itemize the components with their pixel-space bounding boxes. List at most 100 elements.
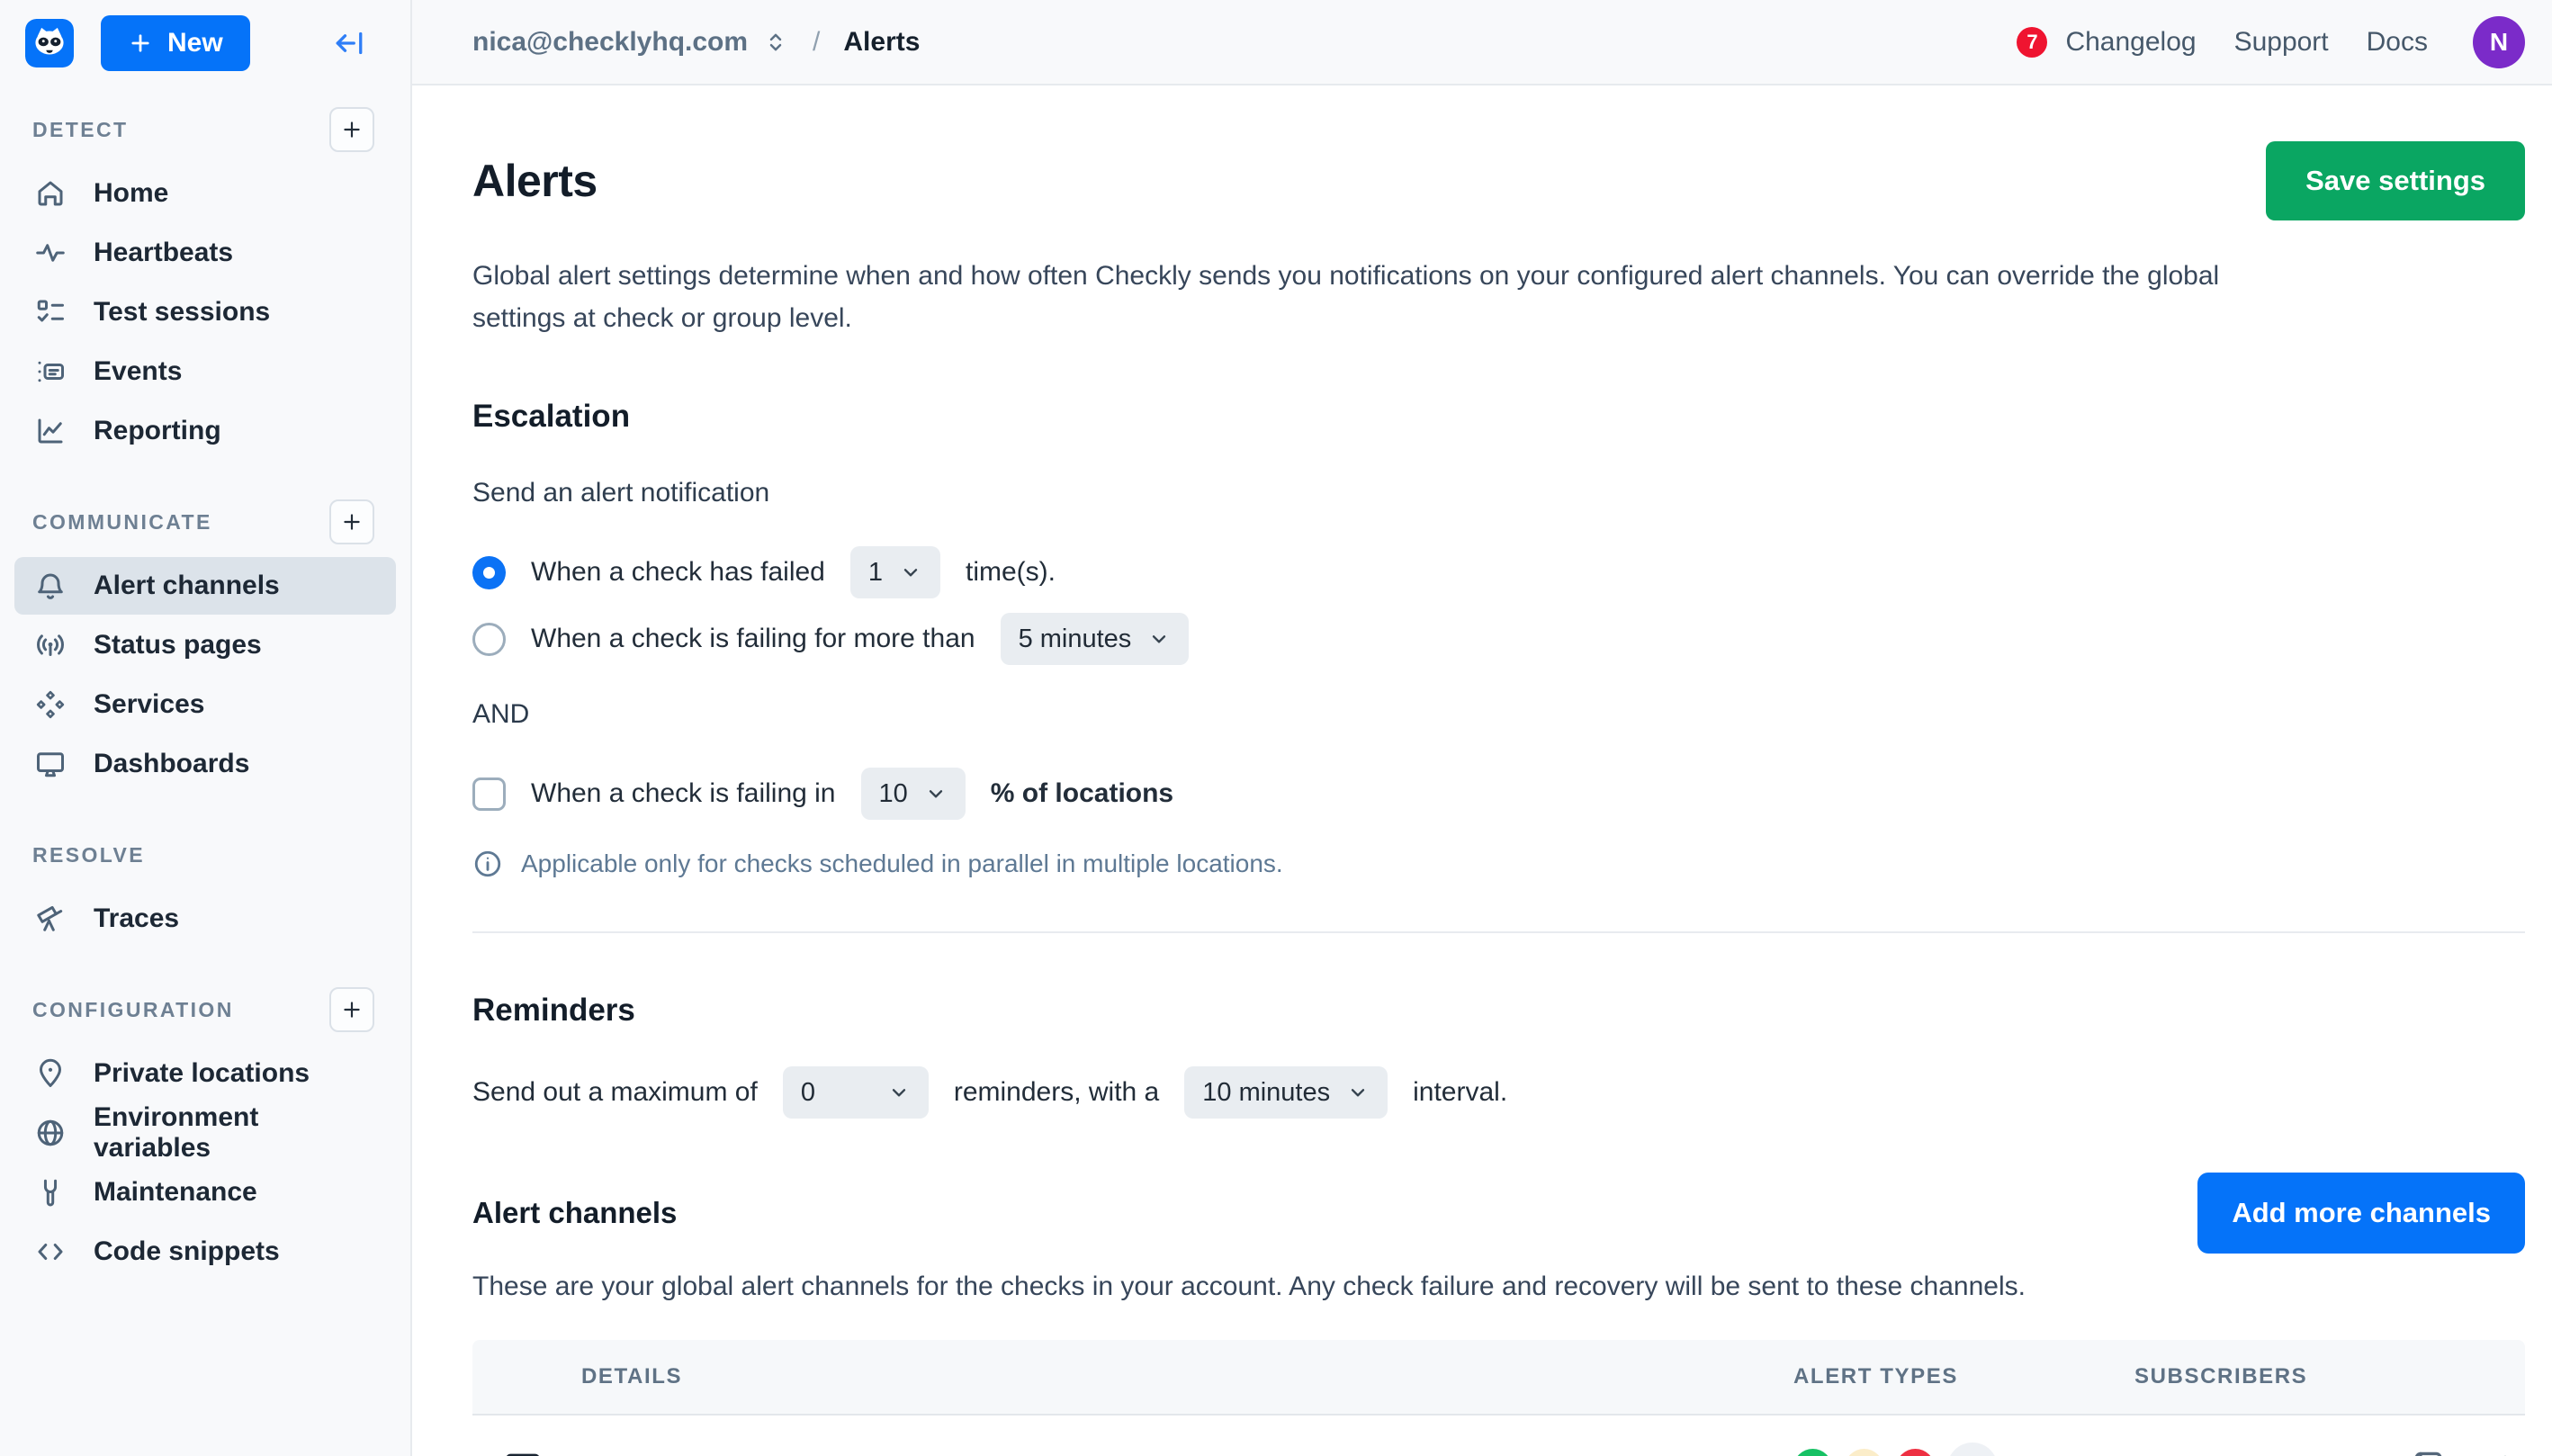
avatar[interactable]: N <box>2473 15 2525 68</box>
sidebar-item-label: Home <box>94 178 169 208</box>
chevron-down-icon <box>1351 1089 1365 1097</box>
section-label-detect: DETECT <box>32 117 129 141</box>
failing-option-label: When a check is failing for more than <box>531 624 975 653</box>
services-icon <box>36 690 65 719</box>
locations-note-text: Applicable only for checks scheduled in … <box>521 849 1283 877</box>
alert-type-failure-icon <box>1896 1448 1935 1456</box>
sidebar-item-label: Alert channels <box>94 571 280 600</box>
changelog-link[interactable]: Changelog <box>2065 26 2197 57</box>
sidebar-item-services[interactable]: Services <box>14 676 396 733</box>
locations-checkbox[interactable] <box>472 777 506 811</box>
topbar: nica@checklyhq.com / Alerts 7 Changelog … <box>412 0 2552 85</box>
section-head-resolve: RESOLVE <box>0 832 410 877</box>
sidebar-item-label: Events <box>94 356 183 386</box>
reminders-row: Send out a maximum of 0 reminders, with … <box>472 1066 2525 1119</box>
alert-log-icon[interactable] <box>2410 1448 2449 1456</box>
private-locations-icon <box>40 1058 61 1087</box>
sidebar-item-environment-variables[interactable]: Environment variables <box>14 1102 396 1163</box>
sidebar-item-label: Reporting <box>94 416 221 445</box>
table-row: Email to nica@checklyhq.com <box>472 1416 2525 1456</box>
sidebar-header: New <box>0 0 410 85</box>
locations-note: Applicable only for checks scheduled in … <box>472 849 2525 879</box>
collapse-sidebar-icon[interactable] <box>333 27 365 59</box>
sidebar-item-label: Code snippets <box>94 1236 280 1266</box>
locations-percent-select[interactable]: 10 <box>860 768 966 820</box>
section-label-configuration: CONFIGURATION <box>32 997 234 1021</box>
ssl-lock-muted-icon <box>1947 1443 1998 1456</box>
sidebar-item-traces[interactable]: Traces <box>14 890 396 948</box>
add-configuration-button[interactable] <box>329 987 374 1032</box>
add-more-channels-button[interactable]: Add more channels <box>2197 1173 2525 1254</box>
sidebar-item-code-snippets[interactable]: Code snippets <box>14 1223 396 1281</box>
checkly-logo-icon[interactable] <box>25 18 74 67</box>
sidebar-item-private-locations[interactable]: Private locations <box>14 1045 396 1102</box>
subscribers-link[interactable]: 5 <box>2134 1452 2410 1456</box>
alert-type-degraded-icon <box>1845 1448 1883 1456</box>
support-link[interactable]: Support <box>2233 26 2329 57</box>
escalation-lead: Send an alert notification <box>472 478 770 508</box>
sidebar-item-label: Dashboards <box>94 749 250 778</box>
sidebar-item-status-pages[interactable]: Status pages <box>14 616 396 674</box>
escalation-heading: Escalation <box>472 399 631 434</box>
section-head-communicate: COMMUNICATE <box>0 499 410 544</box>
save-settings-button[interactable]: Save settings <box>2266 141 2525 220</box>
reporting-icon <box>38 418 63 444</box>
sidebar: New DETECT Home <box>0 0 412 1456</box>
sidebar-section-communicate: COMMUNICATE Alert channels <box>0 499 410 793</box>
new-button[interactable]: New <box>101 14 250 71</box>
main-content: Alerts Save settings Global alert settin… <box>412 85 2552 1456</box>
sidebar-item-dashboards[interactable]: Dashboards <box>14 735 396 793</box>
section-head-detect: DETECT <box>0 107 410 152</box>
sidebar-item-home[interactable]: Home <box>14 165 396 222</box>
section-label-resolve: RESOLVE <box>32 842 146 867</box>
sidebar-item-maintenance[interactable]: Maintenance <box>14 1164 396 1221</box>
docs-link[interactable]: Docs <box>2366 26 2428 57</box>
failed-count-select[interactable]: 1 <box>849 546 940 598</box>
sidebar-item-events[interactable]: Events <box>14 343 396 400</box>
failing-duration-value: 5 minutes <box>1018 624 1132 653</box>
table-header: DETAILS ALERT TYPES SUBSCRIBERS <box>472 1340 2525 1416</box>
heartbeats-icon <box>36 244 65 262</box>
chevron-down-icon <box>1153 635 1166 643</box>
row-actions <box>2410 1448 2529 1456</box>
failing-duration-select[interactable]: 5 minutes <box>1000 613 1190 665</box>
section-divider <box>472 931 2525 933</box>
alert-channels-header: Alert channels Add more channels <box>472 1173 2525 1254</box>
alert-type-badges <box>1793 1443 2134 1456</box>
sidebar-item-label: Test sessions <box>94 297 271 327</box>
column-header-subscribers: SUBSCRIBERS <box>2134 1364 2308 1389</box>
reminders-interval-value: 10 minutes <box>1202 1077 1331 1107</box>
sidebar-item-label: Private locations <box>94 1058 310 1088</box>
reminders-interval-select[interactable]: 10 minutes <box>1184 1066 1388 1119</box>
failed-radio[interactable] <box>472 555 506 589</box>
section-head-configuration: CONFIGURATION <box>0 987 410 1032</box>
add-channel-button[interactable] <box>329 499 374 544</box>
changelog-count-badge: 7 <box>2017 26 2048 58</box>
reminders-middle: reminders, with a <box>953 1077 1160 1107</box>
topnav: 7 Changelog Support Docs N <box>2017 15 2525 68</box>
alert-channels-icon <box>38 573 63 599</box>
sidebar-section-configuration: CONFIGURATION Private locations <box>0 987 410 1281</box>
sidebar-item-reporting[interactable]: Reporting <box>14 402 396 460</box>
code-snippets-icon <box>38 1244 63 1260</box>
failing-radio[interactable] <box>472 622 506 656</box>
kebab-menu-icon[interactable] <box>2489 1452 2521 1456</box>
add-check-button[interactable] <box>329 107 374 152</box>
sidebar-section-resolve: RESOLVE Traces <box>0 832 410 948</box>
sidebar-item-test-sessions[interactable]: Test sessions <box>14 283 396 341</box>
test-sessions-icon <box>37 300 64 322</box>
sidebar-item-heartbeats[interactable]: Heartbeats <box>14 224 396 282</box>
breadcrumb-switcher-icon[interactable] <box>762 29 789 56</box>
chevron-down-icon <box>929 790 942 798</box>
page-description: Global alert settings determine when and… <box>472 261 2220 333</box>
reminders-suffix: interval. <box>1413 1077 1508 1107</box>
reminders-count-select[interactable]: 0 <box>782 1066 929 1119</box>
dashboards-icon <box>37 752 64 777</box>
sidebar-section-detect: DETECT Home Heartbeats <box>0 107 410 460</box>
new-button-label: New <box>167 27 223 58</box>
sidebar-item-alert-channels[interactable]: Alert channels <box>14 557 396 615</box>
alert-channels-description: These are your global alert channels for… <box>472 1272 2026 1301</box>
breadcrumb-separator: / <box>813 26 821 57</box>
breadcrumb-account[interactable]: nica@checklyhq.com <box>472 26 749 57</box>
